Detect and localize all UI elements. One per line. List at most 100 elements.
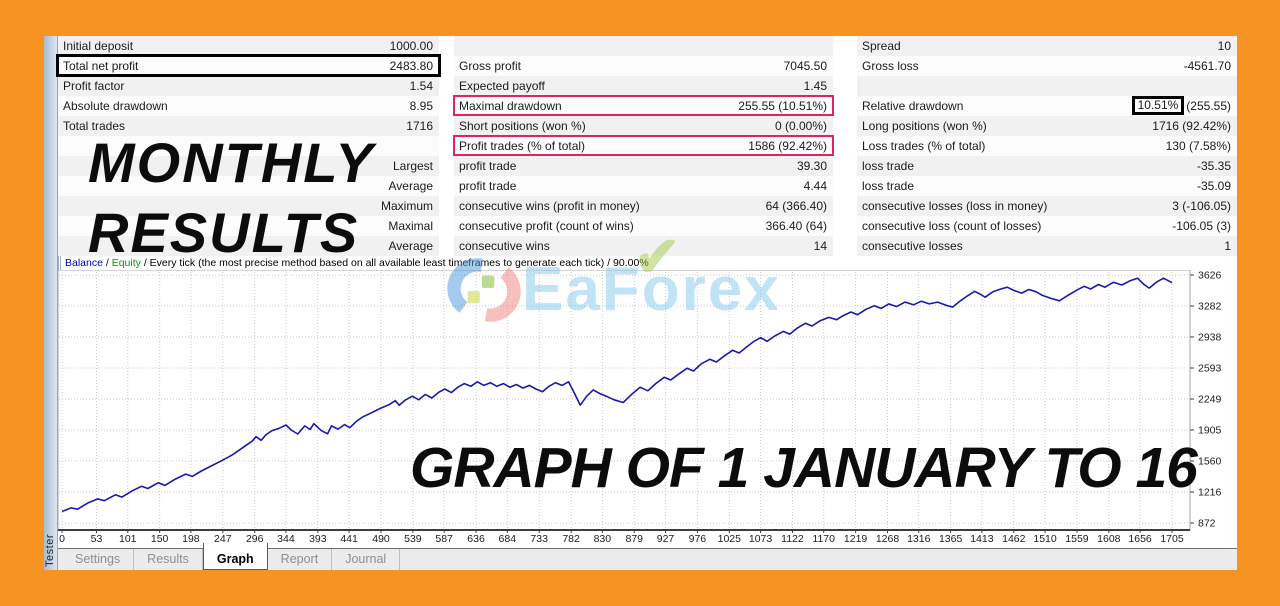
tab-journal[interactable]: Journal xyxy=(332,549,401,570)
axis-tick-label: 1365 xyxy=(939,533,963,545)
stat-cell: loss trade -35.09 xyxy=(857,176,1237,196)
table-row: Initial deposit 1000.00 Spread 10 xyxy=(58,36,1237,56)
axis-tick-label: 1170 xyxy=(812,533,835,545)
axis-tick-label: 636 xyxy=(467,533,485,545)
axis-tick-label: 3626 xyxy=(1198,270,1222,282)
stat-cell: Long positions (won %) 1716 (92.42%) xyxy=(857,116,1237,136)
table-row: Profit trades (% of total) 1586 (92.42%) L… xyxy=(58,135,1237,156)
axis-tick-label: 1216 xyxy=(1198,487,1222,499)
stat-cell: Relative drawdown 10.51% (255.55) xyxy=(857,96,1237,116)
axis-tick-label: 247 xyxy=(214,533,232,545)
stat-value: 1000.00 xyxy=(389,39,433,53)
axis-tick-label: 150 xyxy=(151,533,169,545)
overlay-text-results: RESULTS xyxy=(88,201,360,264)
stat-value: 4.44 xyxy=(803,179,827,193)
stat-label: Spread xyxy=(862,39,901,53)
axis-tick-label: 198 xyxy=(182,533,200,545)
tab-graph[interactable]: Graph xyxy=(202,543,268,570)
stat-value: 255.55 (10.51%) xyxy=(738,99,827,113)
stat-cell: Profit trades (% of total) 1586 (92.42%) xyxy=(453,135,834,156)
stat-label: profit trade xyxy=(459,179,517,193)
table-row: Maximal consecutive profit (count of wins… xyxy=(58,216,1237,236)
axis-tick-label: 2938 xyxy=(1198,331,1222,343)
axis-tick-label: 101 xyxy=(119,533,137,545)
stat-value: 3 (-106.05) xyxy=(1172,199,1231,213)
stat-label: Profit trades (% of total) xyxy=(459,139,586,153)
stat-value: 10.51% (255.55) xyxy=(1131,96,1237,116)
axis-tick-label: 1560 xyxy=(1198,456,1222,468)
stat-label: Gross profit xyxy=(459,59,522,73)
stat-value: 1586 (92.42%) xyxy=(748,139,827,153)
axis-tick-label: 872 xyxy=(1198,518,1216,530)
axis-tick-label: 3282 xyxy=(1198,300,1222,312)
stat-value: -4561.70 xyxy=(1183,59,1231,73)
stat-value: Largest xyxy=(392,159,433,173)
stat-value: 64 (366.40) xyxy=(765,199,827,213)
boxed-value: 10.51% xyxy=(1131,96,1185,115)
legend-part: / Every tick (the most precise method ba… xyxy=(140,257,649,269)
stat-label: Long positions (won %) xyxy=(862,119,987,133)
table-row: Profit factor 1.54 Expected payoff 1.45 xyxy=(58,76,1237,96)
tester-sidebar: Tester xyxy=(44,36,58,570)
table-row: Average consecutive wins 14 consecutive los… xyxy=(58,236,1237,256)
stat-label: consecutive profit (count of wins) xyxy=(459,219,634,233)
overlay-text-monthly: MONTHLY xyxy=(88,131,375,194)
tester-content: Initial deposit 1000.00 Spread 10 Total net … xyxy=(56,36,1237,570)
stat-cell: Spread 10 xyxy=(857,36,1237,56)
stat-value: Maximal xyxy=(388,219,433,233)
stat-label: consecutive losses xyxy=(862,239,963,253)
axis-tick-label: 879 xyxy=(625,533,643,545)
axis-tick-label: 539 xyxy=(404,533,422,545)
stat-cell: Gross loss -4561.70 xyxy=(857,56,1237,76)
axis-tick-label: 1510 xyxy=(1033,533,1057,545)
stat-cell: Maximal drawdown 255.55 (10.51%) xyxy=(453,95,834,116)
axis-tick-label: 684 xyxy=(499,533,517,545)
stat-cell: Maximal xyxy=(58,216,439,236)
stat-value: -35.09 xyxy=(1196,179,1231,193)
stats-table: Initial deposit 1000.00 Spread 10 Total net … xyxy=(56,36,1237,256)
table-row: Total trades 1716 Short positions (won %) 0… xyxy=(58,116,1237,136)
axis-tick-label: 1705 xyxy=(1160,533,1184,545)
table-row: Largest profit trade 39.30 loss trade -35.35 xyxy=(58,156,1237,176)
axis-tick-label: 733 xyxy=(530,533,548,545)
stat-label: Absolute drawdown xyxy=(63,99,168,113)
axis-tick-label: 1462 xyxy=(1002,533,1026,545)
stat-label: profit trade xyxy=(459,159,517,173)
axis-tick-label: 2593 xyxy=(1198,363,1222,375)
stat-value: 2483.80 xyxy=(389,59,433,73)
tab-results[interactable]: Results xyxy=(134,549,203,570)
stat-cell: Total trades 1716 xyxy=(58,116,439,136)
tab-report[interactable]: Report xyxy=(268,549,333,570)
stat-label: Short positions (won %) xyxy=(459,119,586,133)
balance-chart: 0 53 101 150 198 247 296 344 393 441 490 539 587 636 6… xyxy=(57,269,1237,548)
stat-cell: consecutive wins 14 xyxy=(454,236,833,256)
tester-tabbar: Settings Results Graph Report Journal xyxy=(58,543,1237,570)
stat-value: 130 (7.58%) xyxy=(1165,139,1231,153)
tester-sidebar-label: Tester xyxy=(44,534,56,567)
stat-label: loss trade xyxy=(862,179,915,193)
stat-label xyxy=(857,76,1231,96)
stat-label: Expected payoff xyxy=(459,79,545,93)
stat-cell: Gross profit 7045.50 xyxy=(454,56,833,76)
stat-value xyxy=(433,136,439,156)
stat-label: consecutive wins (profit in money) xyxy=(459,199,640,213)
stat-value: 1.45 xyxy=(803,79,827,93)
stat-label: Profit factor xyxy=(63,79,125,93)
stat-cell xyxy=(857,76,1237,96)
legend-part: Balance xyxy=(65,257,103,269)
axis-tick-label: 0 xyxy=(59,533,65,545)
tab-settings[interactable]: Settings xyxy=(62,549,135,570)
stat-label: Gross loss xyxy=(862,59,919,73)
axis-tick-label: 1073 xyxy=(749,533,773,545)
tester-panel: Tester Initial deposit 1000.00 Spread 10 Tot… xyxy=(44,36,1237,570)
stat-label: Total trades xyxy=(63,119,126,133)
stat-label: Loss trades (% of total) xyxy=(862,139,986,153)
stat-value xyxy=(827,36,833,56)
legend-part: / xyxy=(102,257,112,269)
stat-cell: consecutive profit (count of wins) 366.40… xyxy=(454,216,833,236)
axis-tick-label: 587 xyxy=(435,533,453,545)
stat-cell: Loss trades (% of total) 130 (7.58%) xyxy=(857,136,1237,156)
stat-value: Average xyxy=(388,239,433,253)
stat-label: Initial deposit xyxy=(63,39,134,53)
table-row: Average profit trade 4.44 loss trade -35.09 xyxy=(58,176,1237,196)
